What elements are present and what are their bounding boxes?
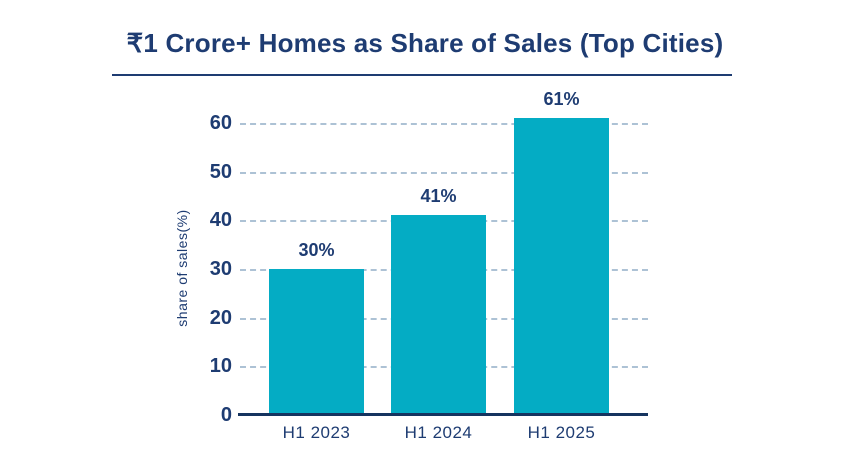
title-underline bbox=[112, 74, 732, 76]
y-tick-label: 60 bbox=[209, 112, 232, 134]
x-tick-label: H1 2024 bbox=[404, 423, 473, 442]
y-tick-label: 20 bbox=[209, 306, 232, 329]
bar-h1-2024 bbox=[391, 215, 486, 415]
bar-value-label: 41% bbox=[420, 186, 457, 207]
y-tick-label: 50 bbox=[209, 160, 232, 183]
x-tick-label: H1 2025 bbox=[527, 423, 596, 442]
y-axis-title: share of sales(%) bbox=[174, 209, 190, 327]
bar-value-label: 61% bbox=[543, 89, 580, 110]
chart-title: ₹1 Crore+ Homes as Share of Sales (Top C… bbox=[126, 28, 724, 58]
bar-value-label: 30% bbox=[298, 240, 335, 260]
bar-h1-2025 bbox=[514, 118, 609, 415]
bar-h1-2023 bbox=[269, 269, 364, 415]
gridline-60 bbox=[240, 123, 648, 125]
y-tick-label: 0 bbox=[220, 404, 232, 426]
gridline-50 bbox=[240, 171, 648, 174]
y-tick-label: 40 bbox=[209, 209, 232, 232]
y-tick-label: 10 bbox=[209, 355, 232, 378]
y-tick-label: 30 bbox=[209, 258, 232, 280]
x-axis-line bbox=[238, 413, 648, 416]
x-tick-label: H1 2023 bbox=[282, 423, 351, 442]
